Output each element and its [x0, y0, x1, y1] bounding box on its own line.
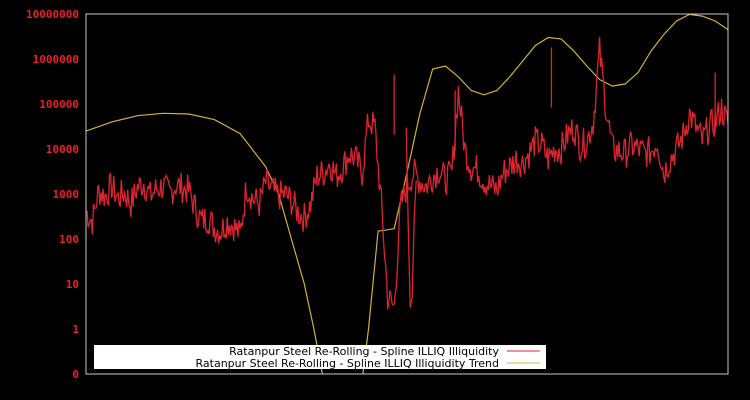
y-tick-label: 1000000	[33, 53, 79, 66]
legend-box	[94, 345, 546, 369]
legend-label-illiquidity: Ratanpur Steel Re-Rolling - Spline ILLIQ…	[229, 345, 499, 358]
y-tick-label: 1000	[53, 188, 80, 201]
y-tick-label: 10000	[46, 143, 79, 156]
y-tick-label: 100000	[39, 98, 79, 111]
y-tick-label: 100	[59, 233, 79, 246]
plot-frame	[85, 13, 729, 375]
y-tick-label: 10000000	[26, 8, 79, 21]
plot-area	[86, 14, 728, 374]
illiquidity-dip	[405, 127, 417, 308]
y-tick-label: 1	[72, 323, 79, 336]
y-tick-label: 0	[72, 368, 79, 381]
legend: Ratanpur Steel Re-Rolling - Spline ILLIQ…	[94, 345, 546, 370]
legend-label-trend: Ratanpur Steel Re-Rolling - Spline ILLIQ…	[196, 357, 499, 370]
y-tick-label: 10	[66, 278, 79, 291]
trend-series-line	[86, 14, 728, 374]
